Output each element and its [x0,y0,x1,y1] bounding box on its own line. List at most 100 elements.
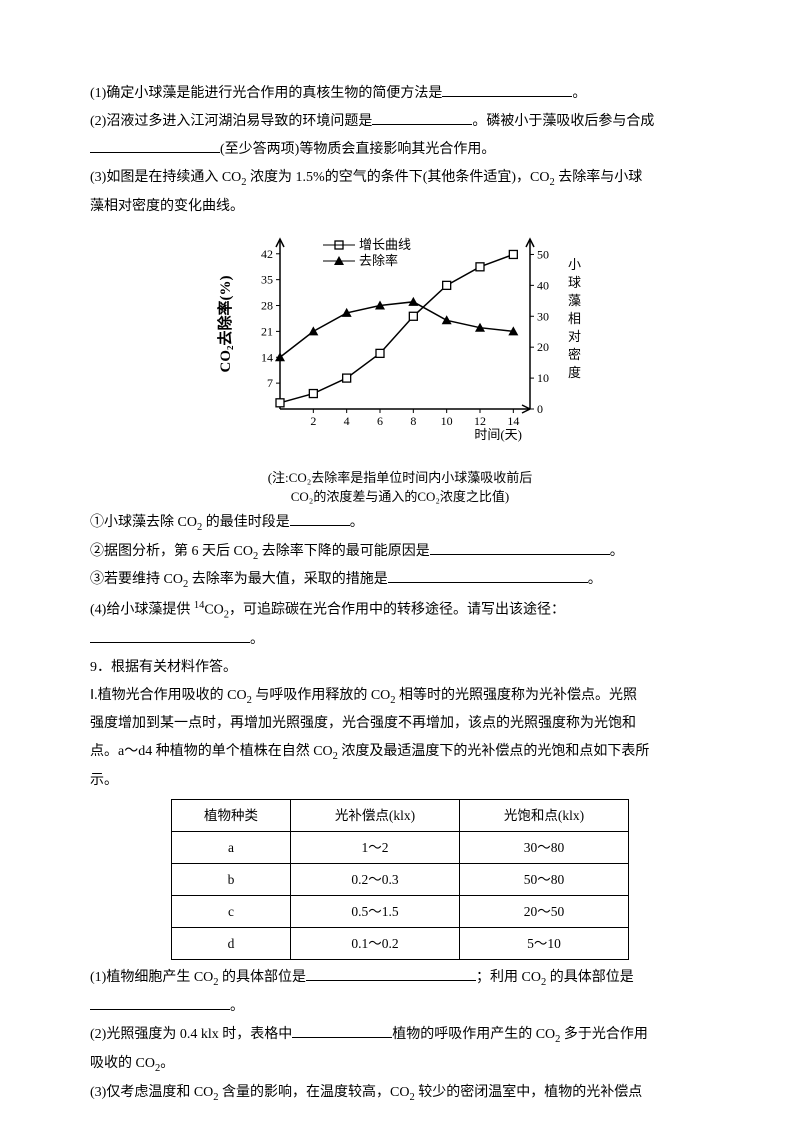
q8-sub1: ①小球藻去除 CO2 的最佳时段是。 [90,509,710,538]
q8-2-line2: (至少答两项)等物质会直接影响其光合作用。 [90,136,710,164]
table-cell: 50～80 [460,864,629,896]
text: 。磷被小于藻吸收后参与合成 [472,114,654,129]
svg-text:4: 4 [344,414,350,428]
sup: 14 [194,600,205,611]
svg-text:10: 10 [441,414,453,428]
text: (2)沼液过多进入江河湖泊易导致的环境问题是 [90,114,372,129]
table-header: 光补偿点(klx) [291,800,460,832]
table-cell: 0.1～0.2 [291,928,460,960]
svg-text:40: 40 [537,278,549,292]
svg-text:相: 相 [568,311,581,326]
text: ②据图分析，第 6 天后 CO [90,544,253,559]
svg-text:度: 度 [568,365,581,380]
q8-sub2: ②据图分析，第 6 天后 CO2 去除率下降的最可能原因是。 [90,538,710,567]
svg-text:28: 28 [261,298,273,312]
q9-intro-2: 强度增加到某一点时，再增加光照强度，光合强度不再增加，该点的光照强度称为光饱和 [90,710,710,738]
text: 去除率与小球 [555,170,643,185]
table-header: 植物种类 [172,800,291,832]
q9-2-cont: 吸收的 CO2。 [90,1050,710,1079]
text: 。 [160,1056,174,1071]
text: (1)植物细胞产生 CO [90,970,213,985]
svg-text:球: 球 [568,275,581,290]
text: 相等时的光照强度称为光补偿点。光照 [396,688,638,703]
text: 。 [610,544,624,559]
text: 。 [572,86,586,101]
text: 浓度及最适温度下的光补偿点的光饱和点如下表所 [338,744,650,759]
blank [430,540,610,555]
text: Ⅰ.植物光合作用吸收的 CO [90,688,247,703]
table-cell: c [172,896,291,928]
text: 浓度为 1.5%的空气的条件下(其他条件适宜)，CO [247,170,550,185]
text: 去除率下降的最可能原因是 [258,544,430,559]
q9-2: (2)光照强度为 0.4 klx 时，表格中植物的呼吸作用产生的 CO2 多于光… [90,1021,710,1050]
text: (3)仅考虑温度和 CO [90,1085,213,1100]
table-header: 光饱和点(klx) [460,800,629,832]
table-cell: d [172,928,291,960]
q9-intro-4: 示。 [90,767,710,795]
blank [388,568,588,583]
text: 植物的呼吸作用产生的 CO [392,1027,555,1042]
table-cell: 5～10 [460,928,629,960]
table-cell: 30～80 [460,832,629,864]
q8-3-line1: (3)如图是在持续通入 CO2 浓度为 1.5%的空气的条件下(其他条件适宜)，… [90,164,710,193]
text: 示。 [90,773,118,788]
blank [372,110,472,125]
plant-table: 植物种类光补偿点(klx)光饱和点(klx)a1～230～80b0.2～0.35… [171,799,629,960]
q9-1-cont: 。 [90,993,710,1021]
svg-text:时间(天): 时间(天) [474,427,522,442]
table-cell: 20～50 [460,896,629,928]
table-row: d0.1～0.25～10 [172,928,629,960]
caption-line2: CO₂的浓度差与通入的CO₂浓度之比值) [291,489,510,504]
table-cell: a [172,832,291,864]
q8-2-line1: (2)沼液过多进入江河湖泊易导致的环境问题是 。磷被小于藻吸收后参与合成 [90,108,710,136]
svg-text:密: 密 [568,347,581,362]
svg-text:对: 对 [568,329,581,344]
svg-text:0: 0 [537,402,543,416]
svg-text:50: 50 [537,247,549,261]
svg-text:20: 20 [537,340,549,354]
text: (4)给小球藻提供 [90,603,194,618]
blank [306,966,476,981]
text: ③若要维持 CO [90,572,183,587]
co2-removal-chart: 71421283542010203040502468101214时间(天)CO₂… [210,225,590,507]
svg-text:14: 14 [261,350,273,364]
text: (3)如图是在持续通入 CO [90,170,241,185]
text: 。 [250,632,264,647]
text: 的具体部位是 [219,970,307,985]
text: 较少的密闭温室中，植物的光补偿点 [415,1085,643,1100]
q8-4-blank: 。 [90,626,710,654]
text: (2)光照强度为 0.4 klx 时，表格中 [90,1027,292,1042]
blank [290,511,350,526]
text: 强度增加到某一点时，再增加光照强度，光合强度不再增加，该点的光照强度称为光饱和 [90,716,636,731]
table-cell: 0.2～0.3 [291,864,460,896]
caption-line1: (注:CO₂去除率是指单位时间内小球藻吸收前后 [268,470,533,485]
table-row: a1～230～80 [172,832,629,864]
table-cell: 1～2 [291,832,460,864]
table-row: c0.5～1.520～50 [172,896,629,928]
svg-text:35: 35 [261,272,273,286]
svg-text:12: 12 [474,414,486,428]
chart-caption: (注:CO₂去除率是指单位时间内小球藻吸收前后 CO₂的浓度差与通入的CO₂浓度… [210,468,590,507]
text: ，可追踪碳在光合作用中的转移途径。请写出该途径： [229,603,565,618]
svg-text:8: 8 [410,414,416,428]
table-cell: 0.5～1.5 [291,896,460,928]
text: 含量的影响，在温度较高，CO [219,1085,410,1100]
svg-text:藻: 藻 [568,293,581,308]
blank [442,82,572,97]
svg-text:CO₂去除率(%): CO₂去除率(%) [216,275,234,372]
text: CO [204,603,223,618]
text: (1)确定小球藻是能进行光合作用的真核生物的简便方法是 [90,86,442,101]
text: 藻相对密度的变化曲线。 [90,199,244,214]
svg-text:去除率: 去除率 [359,253,398,268]
q9-3: (3)仅考虑温度和 CO2 含量的影响，在温度较高，CO2 较少的密闭温室中，植… [90,1079,710,1108]
text: 吸收的 CO [90,1056,155,1071]
svg-text:2: 2 [310,414,316,428]
text: 9．根据有关材料作答。 [90,660,237,675]
svg-text:21: 21 [261,324,273,338]
q9-title: 9．根据有关材料作答。 [90,654,710,682]
q8-1: (1)确定小球藻是能进行光合作用的真核生物的简便方法是 。 [90,80,710,108]
text: ①小球藻去除 CO [90,515,197,530]
chart-svg: 71421283542010203040502468101214时间(天)CO₂… [210,225,590,455]
text: 去除率为最大值，采取的措施是 [188,572,388,587]
q8-4: (4)给小球藻提供 14CO2，可追踪碳在光合作用中的转移途径。请写出该途径： [90,595,710,625]
